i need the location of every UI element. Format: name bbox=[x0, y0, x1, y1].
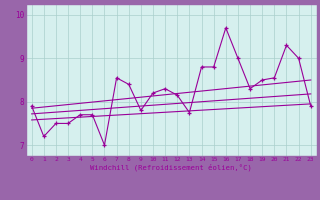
X-axis label: Windchill (Refroidissement éolien,°C): Windchill (Refroidissement éolien,°C) bbox=[90, 163, 252, 171]
